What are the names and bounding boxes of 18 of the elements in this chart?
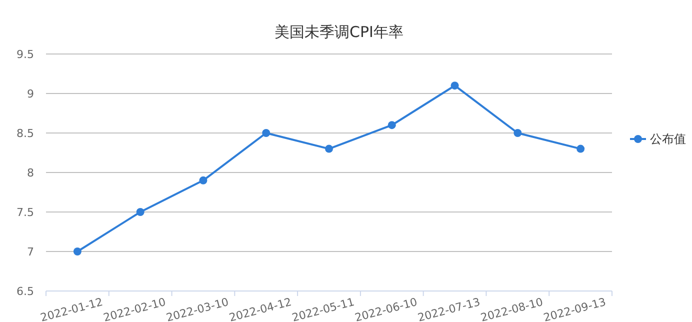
y-tick-label: 9.5: [16, 48, 34, 61]
y-tick-label: 7.5: [16, 206, 34, 219]
point: [136, 208, 144, 216]
y-tick-label: 7: [27, 246, 34, 258]
point: [325, 144, 333, 153]
y-tick-label: 8: [27, 166, 34, 180]
y-tick-label: 9: [27, 88, 34, 100]
point: [450, 82, 459, 90]
point: [388, 121, 396, 130]
point: [576, 144, 585, 153]
legend-label: 公布值: [650, 132, 686, 146]
point: [199, 176, 208, 184]
point: [514, 129, 522, 137]
point: [262, 129, 270, 137]
point: [73, 248, 82, 256]
y-tick-label: 6.5: [16, 285, 34, 298]
chart-title: 美国未季调CPI年率: [274, 23, 404, 41]
y-tick-label: 8.5: [16, 127, 34, 140]
